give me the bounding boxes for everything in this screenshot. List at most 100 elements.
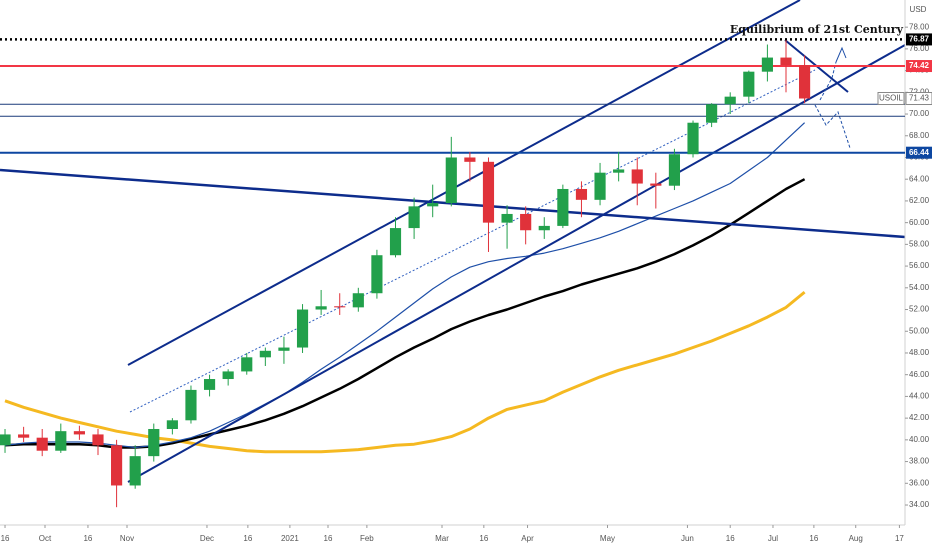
last-price-tag: [905, 92, 932, 106]
candle-body: [427, 203, 439, 207]
y-tick-label: 68.00: [909, 131, 930, 140]
y-tick-label: 54.00: [909, 283, 930, 292]
symbol-label: USOIL: [879, 94, 904, 103]
symbol-tag: [877, 92, 905, 106]
y-tick-label: 46.00: [909, 370, 930, 379]
y-tick-label: 76.00: [909, 44, 930, 53]
candle-body: [352, 293, 364, 308]
candle-body: [761, 57, 773, 72]
y-tick-label: 72.00: [909, 87, 930, 96]
y-tick-label: 60.00: [909, 218, 930, 227]
candle-body: [278, 347, 290, 351]
candle-body: [743, 71, 755, 97]
price-tag: [906, 60, 932, 73]
candle-body: [241, 357, 253, 372]
candle-body: [557, 188, 569, 226]
candle-body: [166, 420, 178, 429]
candle-body: [501, 213, 513, 223]
candle-body: [148, 428, 160, 457]
price-tag-label: 74.42: [909, 61, 930, 70]
candle-body: [296, 309, 309, 348]
candle-body: [55, 431, 67, 451]
candle-body: [538, 225, 550, 231]
candle-body: [0, 434, 11, 446]
candle-body: [482, 161, 495, 223]
candle-body: [185, 389, 197, 421]
y-tick-label: 62.00: [909, 196, 930, 205]
arrow-head: [835, 46, 847, 63]
candle-body: [371, 255, 383, 294]
candle-body: [445, 157, 457, 204]
y-tick-label: 70.00: [909, 109, 930, 118]
candle-body: [650, 183, 662, 186]
candle-body: [724, 96, 736, 105]
y-tick-label: 48.00: [909, 348, 930, 357]
x-tick-label: Jul: [768, 534, 778, 543]
moving-average: [4, 122, 806, 449]
candle-body: [780, 57, 792, 66]
descending-trendline: [0, 168, 906, 239]
y-tick-label: 58.00: [909, 239, 930, 248]
x-tick-label: 16: [809, 534, 818, 543]
y-tick-label: 52.00: [909, 305, 930, 314]
moving-average: [4, 290, 806, 454]
x-tick-label: 16: [83, 534, 92, 543]
candle-body: [799, 65, 811, 99]
price-tag: [906, 33, 932, 46]
channel-lower: [127, 44, 906, 483]
y-tick-label: 38.00: [909, 457, 930, 466]
x-tick-label: Apr: [521, 534, 534, 543]
x-tick-label: Jun: [681, 534, 694, 543]
price-tag-label: 66.44: [909, 148, 930, 157]
candle-body: [315, 306, 327, 310]
candle-body: [668, 154, 681, 186]
candle-body: [111, 445, 123, 486]
candle-body: [203, 379, 216, 390]
candle-body: [408, 206, 420, 229]
x-tick-label: 16: [243, 534, 252, 543]
candle-body: [222, 371, 234, 380]
candle-body: [129, 456, 141, 486]
price-axis: [905, 0, 932, 525]
currency-label: USD: [910, 5, 927, 14]
candle-body: [706, 104, 718, 123]
candle-body: [259, 350, 271, 358]
x-tick-label: May: [600, 534, 615, 543]
x-tick-label: Feb: [360, 534, 374, 543]
x-tick-label: 16: [324, 534, 333, 543]
y-tick-label: 64.00: [909, 174, 930, 183]
y-tick-label: 78.00: [909, 22, 930, 31]
y-tick-label: 40.00: [909, 435, 930, 444]
y-tick-label: 36.00: [909, 478, 930, 487]
candle-body: [389, 228, 402, 256]
x-tick-label: 17: [895, 534, 904, 543]
x-tick-label: 16: [479, 534, 488, 543]
candle-body: [687, 122, 699, 155]
x-tick-label: Mar: [435, 534, 449, 543]
trend-drawings: [0, 0, 906, 483]
candle-body: [520, 213, 532, 231]
annotation: Equilibrium of 21st Century: [730, 23, 904, 36]
price-tag-label: 76.87: [909, 35, 930, 44]
y-tick-label: 56.00: [909, 261, 930, 270]
candle-body: [594, 172, 606, 200]
y-tick-label: 50.00: [909, 326, 930, 335]
candle-body: [73, 431, 85, 435]
candle-body: [464, 157, 476, 162]
x-tick-label: 2021: [281, 534, 299, 543]
y-tick-label: 34.00: [909, 500, 930, 509]
candle-body: [36, 437, 48, 451]
x-tick-label: Oct: [39, 534, 52, 543]
candle-body: [18, 434, 30, 438]
scenario-arrow-up: [819, 61, 837, 101]
x-tick-label: Dec: [200, 534, 214, 543]
scenario-arrow-down: [814, 104, 851, 149]
y-tick-label: 42.00: [909, 413, 930, 422]
x-tick-label: Aug: [849, 534, 863, 543]
channel-upper: [127, 0, 801, 366]
last-price-label: 71.43: [909, 94, 930, 103]
x-tick-label: 16: [726, 534, 735, 543]
candle-body: [92, 434, 104, 446]
